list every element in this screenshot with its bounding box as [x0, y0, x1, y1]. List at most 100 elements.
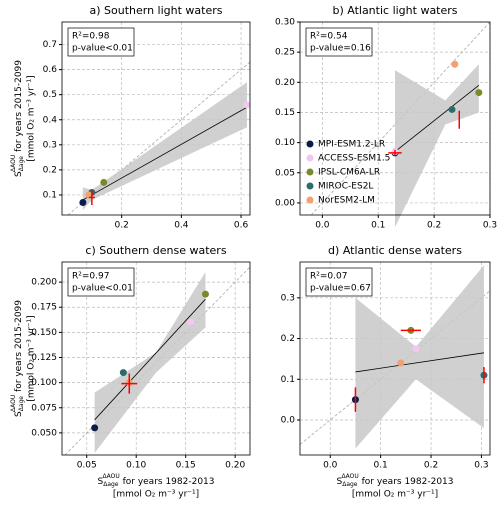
stats-box [305, 267, 373, 297]
x-tick-label: 0.15 [176, 461, 196, 471]
y-tick-label: 0.3 [281, 293, 295, 303]
model-point [451, 60, 459, 68]
stats-box [67, 27, 135, 57]
y-tick-label: 0.200 [31, 278, 57, 288]
axis-symbol: S [14, 411, 24, 417]
y-tick-label: 0.2 [43, 165, 57, 175]
p-value: p-value<0.01 [72, 44, 133, 54]
fit-line [82, 106, 248, 201]
legend-marker [306, 140, 314, 148]
axis-units: [mmol O₂ m⁻³ yr⁻¹] [113, 490, 199, 500]
model-point [448, 105, 456, 113]
axis-label-text: for years 1982-2013 [120, 477, 215, 487]
model-point [79, 198, 87, 206]
axis-units: [mmol O₂ m⁻³ yr⁻¹] [27, 315, 37, 401]
x-tick-label: 0.2 [115, 221, 129, 231]
y-tick-label: 0.075 [31, 403, 57, 413]
x-tick-label: 0.20 [225, 461, 245, 471]
legend-label: NorESM2-LM [318, 196, 375, 206]
axis-units: [mmol O₂ m⁻³ yr⁻¹] [27, 75, 37, 161]
p-value: p-value=0.67 [310, 284, 371, 294]
model-point [475, 89, 483, 97]
y-tick-label: 0.6 [43, 65, 58, 75]
axis-label-text: for years 2015-2099 [14, 60, 24, 155]
legend-label: IPSL-CM6A-LR [318, 168, 380, 178]
y-tick-label: 0.175 [31, 303, 57, 313]
y-tick-label: 0.1 [43, 190, 57, 200]
y-tick-label: 0.10 [275, 138, 295, 148]
y-tick-label: 0.05 [275, 168, 295, 178]
r-squared: R²=0.07 [310, 272, 347, 282]
fit-line [394, 85, 480, 152]
fit-line [355, 352, 485, 373]
legend-label: ACCESS-ESM1.5 [318, 154, 390, 164]
panel: 0.0 0.1 0.2 0.3 0.00 0.05 0.10 0.15 0.20 0.25 0.30… [275, 4, 497, 231]
y-tick-label: 0.150 [31, 328, 57, 338]
panel-title: c) Southern dense waters [85, 244, 226, 257]
panel: 0.2 0.4 0.6 0.1 0.2 0.3 0.4 0.5 0.6 0.7 a) Souther… [10, 4, 251, 231]
y-tick-label: 0.25 [275, 48, 295, 58]
x-tick-label: 0.1 [371, 221, 385, 231]
model-point [91, 424, 99, 432]
model-point [119, 369, 127, 377]
fit-line [94, 298, 206, 421]
panel-title: b) Atlantic light waters [332, 4, 457, 17]
x-tick-label: 0.3 [474, 461, 488, 471]
axis-symbol-sub: Δage [18, 156, 25, 172]
x-tick-label: 0.4 [174, 221, 189, 231]
axis-symbol: S [98, 477, 104, 487]
legend-marker [306, 154, 314, 162]
axis-label: SΔageΔAOU for years 2015-2099 [10, 60, 25, 177]
panel-title: d) Atlantic dense waters [328, 244, 462, 257]
axis-symbol-sup: ΔAOU [10, 155, 17, 172]
y-tick-label: 0.00 [275, 198, 295, 208]
model-point [85, 191, 93, 199]
y-tick-label: 0.7 [43, 40, 57, 50]
axis-label: SΔageΔAOU for years 2015-2099 [10, 300, 25, 417]
axis-label-text: for years 1982-2013 [359, 477, 454, 487]
r-squared: R²=0.54 [310, 32, 348, 42]
x-tick-label: 0.2 [427, 221, 441, 231]
plot-frame [61, 261, 251, 456]
axis-label: SΔageΔAOU for years 1982-2013 [337, 473, 454, 488]
axis-symbol-sup: ΔAOU [10, 395, 17, 412]
axis-label: SΔageΔAOU for years 1982-2013 [98, 473, 215, 488]
y-tick-label: 0.100 [31, 378, 57, 388]
y-tick-label: 0.20 [275, 78, 295, 88]
x-tick-label: 0.6 [234, 221, 249, 231]
x-tick-label: 0.0 [323, 461, 338, 471]
r-squared: R²=0.98 [72, 32, 110, 42]
stats-box [305, 27, 373, 57]
y-tick-label: 0.5 [43, 90, 57, 100]
plot-frame [299, 21, 491, 216]
x-tick-label: 0.10 [126, 461, 146, 471]
model-point [243, 101, 251, 109]
x-tick-label: 0.0 [315, 221, 330, 231]
model-point [412, 345, 420, 353]
model-point [187, 318, 195, 326]
panel-title: a) Southern light waters [89, 4, 222, 17]
plot-frame [61, 21, 251, 216]
model-point [201, 290, 209, 298]
x-tick-label: 0.05 [77, 461, 97, 471]
r-squared: R²=0.97 [72, 272, 109, 282]
y-tick-label: 0.1 [281, 375, 295, 385]
plot-frame [299, 261, 491, 456]
legend-marker [306, 196, 314, 204]
stats-box [67, 267, 135, 297]
axis-symbol-sup: ΔAOU [103, 473, 120, 480]
y-tick-label: 0.0 [281, 415, 296, 425]
p-value: p-value=0.16 [310, 44, 371, 54]
axis-symbol-sub: Δage [103, 481, 119, 488]
axis-symbol: S [14, 171, 24, 177]
panel: 0.0 0.1 0.2 0.3 0.0 0.1 0.2 0.3 d) Atlantic dens… [281, 244, 491, 500]
axis-symbol: S [337, 477, 343, 487]
y-tick-label: 0.30 [275, 18, 295, 28]
p-value: p-value<0.01 [72, 284, 133, 294]
y-tick-label: 0.4 [43, 115, 58, 125]
axis-units: [mmol O₂ m⁻³ yr⁻¹] [352, 490, 438, 500]
confidence-band [395, 64, 479, 228]
confidence-band [355, 265, 484, 449]
legend-label: MPI-ESM1.2-LR [318, 140, 385, 150]
y-tick-label: 0.3 [43, 140, 57, 150]
